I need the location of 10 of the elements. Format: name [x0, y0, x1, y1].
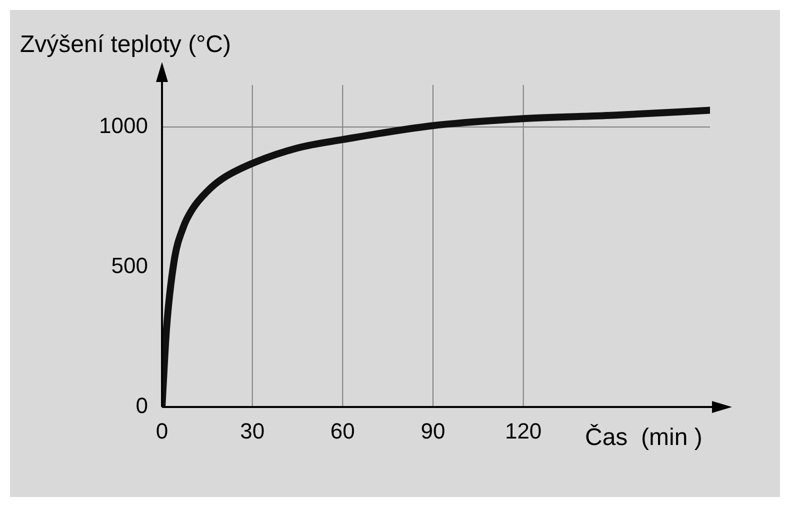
x-tick-label: 90	[420, 418, 446, 444]
x-tick-label: 0	[156, 418, 168, 444]
x-tick-label: 120	[504, 418, 542, 444]
y-tick-label: 500	[111, 253, 148, 278]
x-tick-label: 60	[330, 418, 355, 444]
x-axis-title: Čas (min )	[585, 424, 702, 451]
y-axis-title: Zvýšení teploty (°C)	[20, 31, 231, 58]
y-tick-label: 1000	[99, 113, 148, 138]
x-tick-label: 30	[240, 418, 265, 444]
y-tick-label: 0	[136, 393, 148, 418]
